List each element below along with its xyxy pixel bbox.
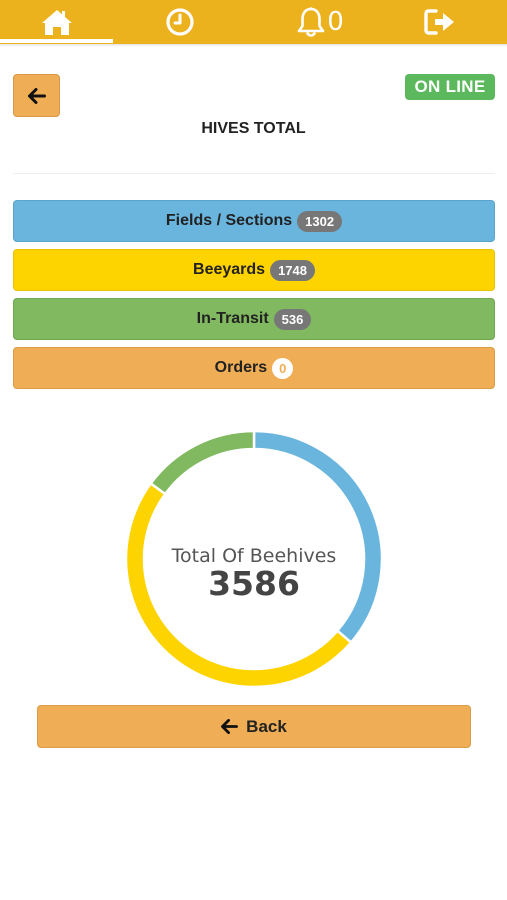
beehives-doughnut-chart: Total Of Beehives 3586 [124,427,384,691]
chart-center-label: Total Of Beehives [171,545,337,567]
nav-shadow [0,44,507,47]
nav-history[interactable] [146,0,214,44]
category-orders[interactable]: Orders 0 [13,347,495,389]
count-badge: 0 [272,357,294,379]
arrow-left-icon [221,719,239,734]
chart-center-value: 3586 [208,564,300,603]
clock-icon [166,8,194,36]
home-icon [41,10,72,35]
nav-home[interactable] [0,0,113,44]
category-in-transit[interactable]: In-Transit 536 [13,298,495,340]
nav-logout[interactable] [406,0,474,44]
back-button-label: Back [246,716,287,736]
chart-slice-in-transit [148,429,256,496]
count-badge: 536 [273,308,312,330]
chart-canvas [124,429,384,689]
active-tab-indicator [0,39,113,43]
back-icon-button[interactable] [13,74,60,117]
chart-slice-fields-sections [252,429,384,645]
category-label: In-Transit [196,310,269,327]
notification-count: 0 [327,7,344,37]
nav-notifications[interactable]: 0 [286,0,354,44]
count-badge: 1748 [270,259,315,281]
category-fields-sections[interactable]: Fields / Sections 1302 [13,200,495,242]
count-badge: 1302 [297,210,343,232]
back-button[interactable]: Back [37,705,471,748]
bell-icon [297,7,325,37]
sign-out-icon [424,9,454,35]
status-badge: ON LINE [405,74,495,100]
divider [13,173,495,174]
arrow-left-icon [27,87,46,104]
category-label: Orders [214,359,268,376]
category-label: Fields / Sections [165,212,293,229]
category-label: Beeyards [193,261,266,278]
top-nav-bar: 0 [0,0,507,44]
page-title: HIVES TOTAL [201,120,306,137]
category-beeyards[interactable]: Beeyards 1748 [13,249,495,291]
